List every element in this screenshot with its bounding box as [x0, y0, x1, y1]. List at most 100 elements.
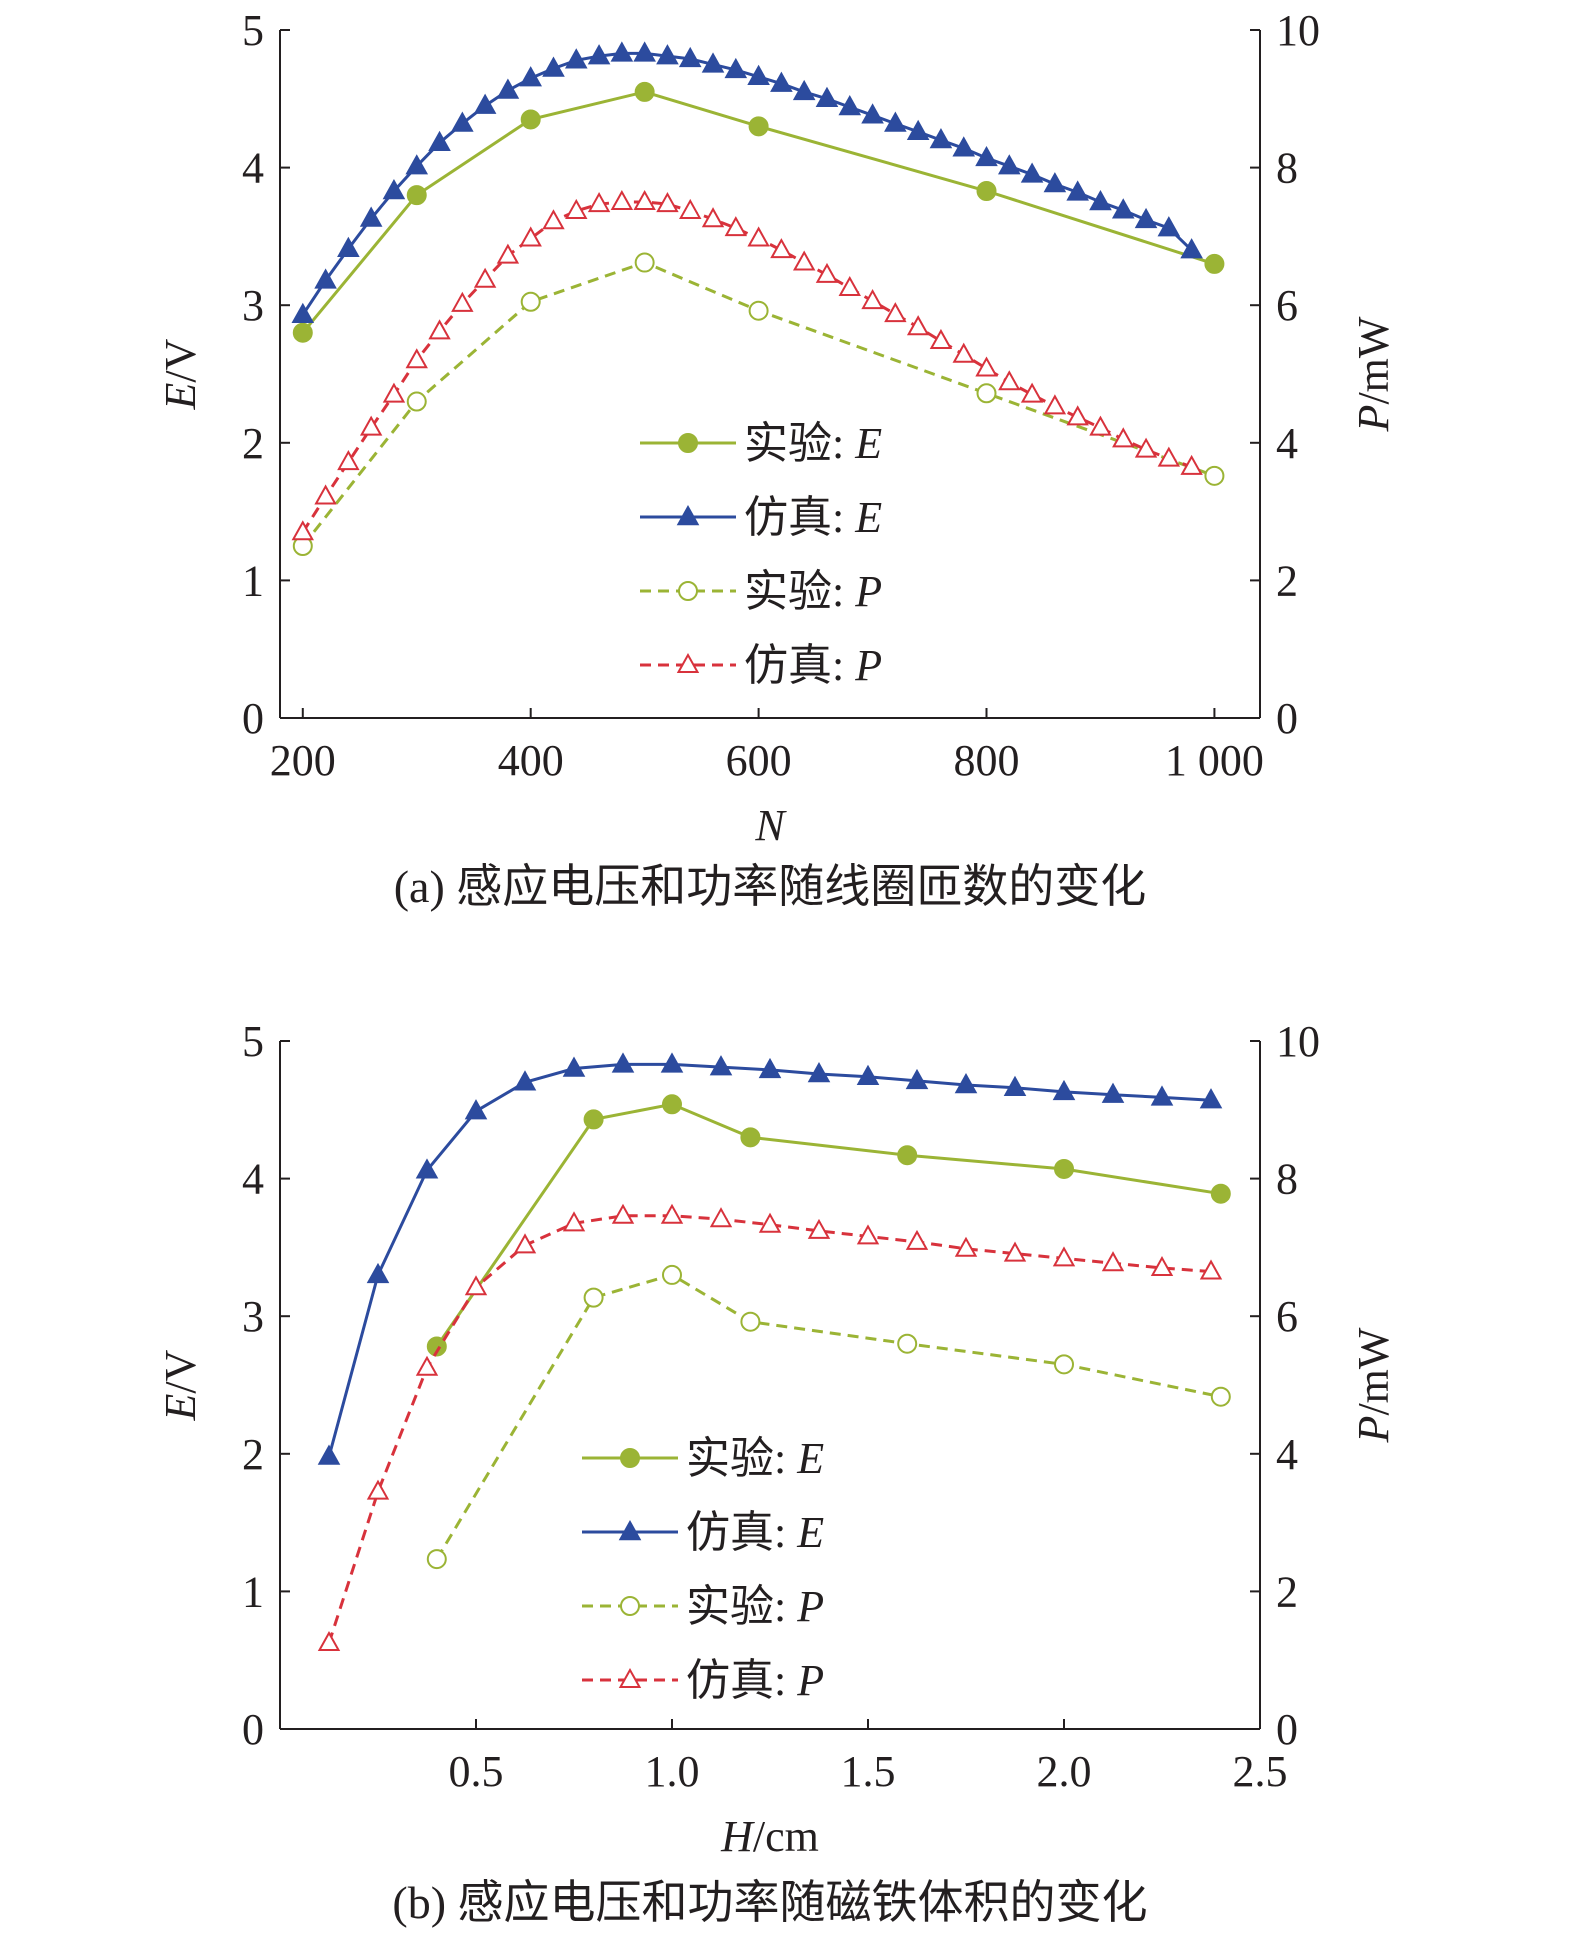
data-point-sim_E	[405, 154, 429, 175]
series-line-exp_E	[435, 1102, 1222, 1348]
legend-marker	[678, 581, 698, 601]
y-left-tick-label: 2	[242, 419, 264, 468]
data-point-sim_E	[975, 145, 998, 167]
data-point-sim_P	[1180, 454, 1203, 475]
data-point-exp_E	[634, 81, 655, 102]
axes: 0 1 2 3 4 5 0 2 4 6 8 10 200 400 600 800 1 000	[242, 6, 1320, 785]
data-point-sim_E	[1111, 198, 1135, 219]
data-point-sim_P	[1150, 1255, 1174, 1277]
x-tick-label: 600	[726, 736, 792, 785]
legend-item-sim_P: 仿真: P	[582, 1656, 824, 1705]
y-left-tick-label: 1	[242, 556, 264, 605]
data-point-sim_P	[758, 1212, 782, 1233]
data-point-sim_E	[1150, 1085, 1174, 1106]
data-point-exp_E	[662, 1094, 682, 1115]
legend-label: 实验: E	[744, 419, 882, 468]
data-point-sim_P	[929, 328, 953, 349]
data-point-exp_P	[426, 1549, 447, 1570]
y-right-tick-label: 2	[1276, 1567, 1298, 1616]
data-point-exp_E	[426, 1336, 447, 1357]
caption-a: (a) 感应电压和功率随线圈匝数的变化	[394, 861, 1147, 912]
data-point-sim_P	[496, 243, 520, 264]
data-point-sim_E	[366, 1262, 390, 1284]
data-point-sim_E	[451, 111, 474, 132]
data-point-sim_P	[464, 1275, 488, 1296]
data-point-sim_E	[1043, 172, 1067, 193]
data-point-sim_P	[856, 1224, 880, 1245]
data-point-sim_P	[428, 319, 451, 340]
data-point-sim_E	[415, 1158, 439, 1179]
data-point-sim_P	[861, 289, 884, 310]
data-point-sim_E	[464, 1099, 488, 1120]
data-point-sim_P	[1043, 394, 1067, 415]
x-tick-label: 2.0	[1037, 1747, 1092, 1796]
data-point-sim_P	[415, 1355, 439, 1376]
data-point-exp_P	[1210, 1386, 1231, 1407]
y-axis-label-right: P/mW	[1349, 1327, 1398, 1443]
data-point-sim_E	[678, 46, 702, 68]
legend-label: 仿真: E	[744, 493, 882, 542]
legend-item-exp_E: 实验: E	[582, 1434, 824, 1483]
data-point-sim_P	[587, 192, 611, 213]
data-point-sim_E	[1180, 238, 1203, 259]
data-point-sim_E	[701, 52, 725, 73]
data-point-sim_P	[1101, 1251, 1125, 1272]
y-axis-label-right: P/mW	[1349, 316, 1398, 432]
data-point-sim_P	[1157, 446, 1181, 467]
y-right-tick-label: 6	[1276, 281, 1298, 330]
data-point-sim_E	[513, 1070, 537, 1091]
y-axis-label-left: E/V	[156, 1349, 205, 1421]
data-point-sim_P	[405, 348, 428, 369]
data-point-exp_E	[1204, 253, 1225, 274]
data-point-sim_P	[792, 250, 816, 271]
data-point-sim_E	[954, 1073, 978, 1094]
data-point-sim_E	[1134, 207, 1158, 229]
data-point-sim_P	[709, 1207, 733, 1228]
data-point-sim_E	[359, 206, 383, 227]
y-left-tick-label: 0	[242, 1705, 264, 1754]
data-point-sim_P	[1020, 382, 1044, 403]
data-point-sim_E	[906, 119, 930, 141]
data-point-sim_P	[542, 209, 565, 230]
x-tick-label: 200	[270, 736, 336, 785]
data-point-sim_E	[1003, 1075, 1027, 1096]
legend-label: 仿真: P	[744, 641, 882, 690]
data-point-sim_E	[519, 66, 542, 87]
data-point-sim_P	[1052, 1246, 1076, 1267]
y-left-tick-label: 2	[242, 1430, 264, 1479]
data-point-sim_P	[366, 1479, 390, 1500]
data-point-sim_P	[1112, 427, 1135, 448]
data-point-sim_P	[679, 198, 702, 219]
data-point-sim_E	[1089, 189, 1112, 211]
data-point-sim_P	[1003, 1241, 1027, 1262]
y-left-tick-label: 1	[242, 1567, 264, 1616]
y-left-tick-label: 3	[242, 281, 264, 330]
y-right-tick-label: 0	[1276, 1705, 1298, 1754]
legend-item-sim_E: 仿真: E	[640, 493, 882, 542]
x-tick-label: 2.5	[1233, 1747, 1288, 1796]
data-point-sim_E	[633, 41, 656, 62]
data-point-sim_E	[1020, 162, 1044, 183]
data-point-exp_P	[1204, 465, 1225, 486]
y-left-tick-label: 4	[242, 1155, 264, 1204]
data-point-sim_P	[519, 226, 542, 247]
data-point-sim_P	[562, 1211, 586, 1232]
data-point-sim_P	[975, 356, 998, 377]
data-point-sim_P	[952, 342, 975, 363]
data-point-sim_E	[905, 1068, 929, 1090]
data-point-sim_P	[382, 382, 406, 403]
data-point-sim_P	[724, 216, 748, 237]
series-sim_P	[317, 1203, 1223, 1651]
legend-label: 实验: P	[686, 1582, 824, 1631]
data-point-sim_E	[929, 128, 953, 149]
y-right-tick-label: 10	[1276, 6, 1320, 55]
data-point-sim_E	[291, 302, 315, 324]
series-exp_E	[292, 81, 1225, 343]
data-point-sim_E	[724, 57, 748, 79]
data-point-sim_E	[587, 44, 611, 65]
data-point-sim_P	[1134, 437, 1158, 458]
data-point-exp_P	[976, 383, 997, 404]
data-point-sim_E	[856, 1064, 880, 1085]
data-point-exp_P	[897, 1333, 918, 1354]
data-point-sim_E	[770, 71, 793, 92]
